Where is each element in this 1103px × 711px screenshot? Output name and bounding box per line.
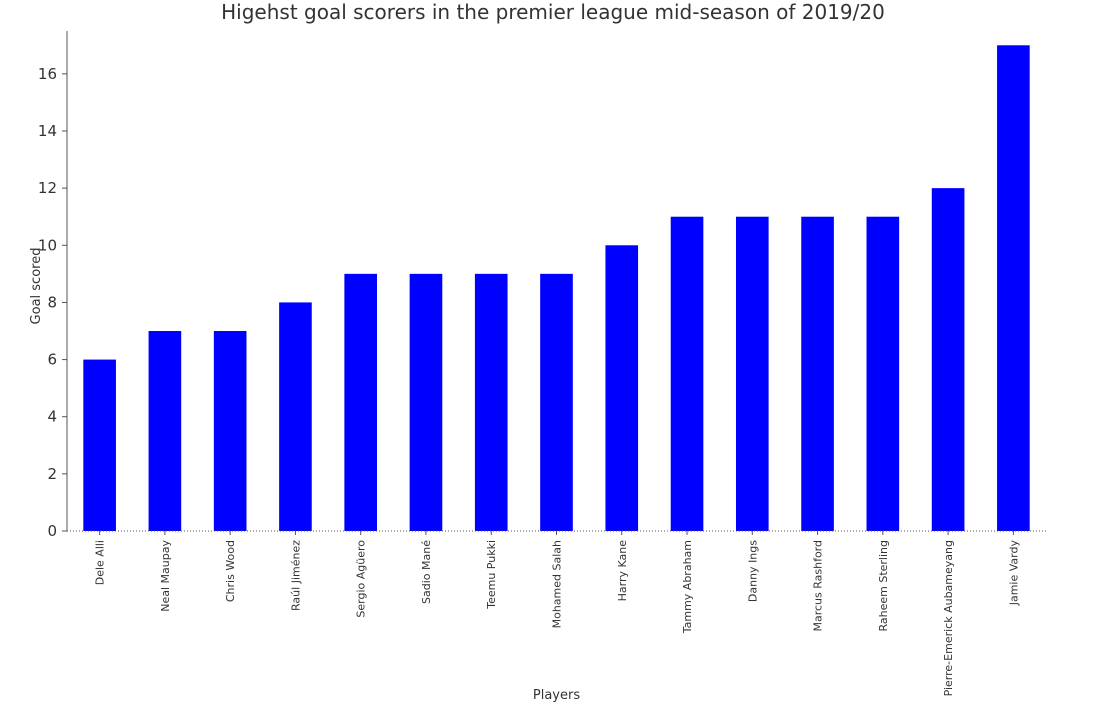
x-tick-label: Marcus Rashford — [812, 540, 825, 632]
x-tick-label: Neal Maupay — [159, 540, 172, 612]
x-tick-label: Jamie Vardy — [1007, 540, 1020, 607]
x-axis-title: Players — [533, 688, 580, 703]
y-ticks-group: 0 2 4 6 8 10 12 14 16 — [38, 65, 67, 540]
x-tick-label: Chris Wood — [224, 540, 237, 602]
x-tick-label: Teemu Pukki — [485, 540, 498, 610]
y-axis-title: Goal scored — [29, 248, 44, 325]
bar — [735, 216, 769, 531]
x-tick-label: Raúl Jiménez — [289, 540, 302, 611]
bar — [279, 302, 312, 531]
y-tick-label: 12 — [38, 179, 57, 197]
bar — [997, 45, 1030, 532]
x-tick-label: Sadio Mané — [420, 540, 433, 604]
bar — [474, 273, 508, 531]
bar — [83, 359, 116, 531]
x-tick-label: Tammy Abraham — [681, 540, 694, 634]
bar — [540, 273, 573, 531]
x-ticks-group: Dele Alli Neal Maupay Chris Wood Raúl Jimén… — [94, 531, 1020, 696]
bar — [605, 245, 639, 532]
y-tick-label: 0 — [47, 522, 57, 540]
bar — [801, 216, 834, 531]
bar — [670, 216, 704, 531]
y-tick-label: 6 — [47, 351, 57, 369]
y-tick-label: 16 — [38, 65, 57, 83]
x-tick-label: Raheem Sterling — [877, 540, 890, 632]
chart-title: Higehst goal scorers in the premier leag… — [221, 0, 885, 24]
y-tick-label: 8 — [47, 293, 57, 311]
y-tick-label: 2 — [47, 465, 57, 483]
bar — [866, 216, 900, 531]
bar — [213, 331, 247, 531]
x-tick-label: Danny Ings — [746, 540, 759, 602]
x-tick-label: Pierre-Emerick Aubameyang — [942, 540, 955, 696]
y-tick-label: 10 — [38, 236, 57, 254]
bars-group — [83, 45, 1030, 532]
y-tick-label: 4 — [47, 408, 57, 426]
x-tick-label: Dele Alli — [94, 540, 107, 585]
x-tick-label: Sergio Agüero — [355, 540, 368, 618]
x-tick-label: Mohamed Salah — [551, 540, 564, 628]
bar — [344, 273, 378, 531]
x-tick-label: Harry Kane — [616, 540, 629, 602]
bar — [931, 188, 965, 531]
bar — [148, 331, 182, 531]
bar — [409, 273, 443, 531]
y-tick-label: 14 — [38, 122, 57, 140]
